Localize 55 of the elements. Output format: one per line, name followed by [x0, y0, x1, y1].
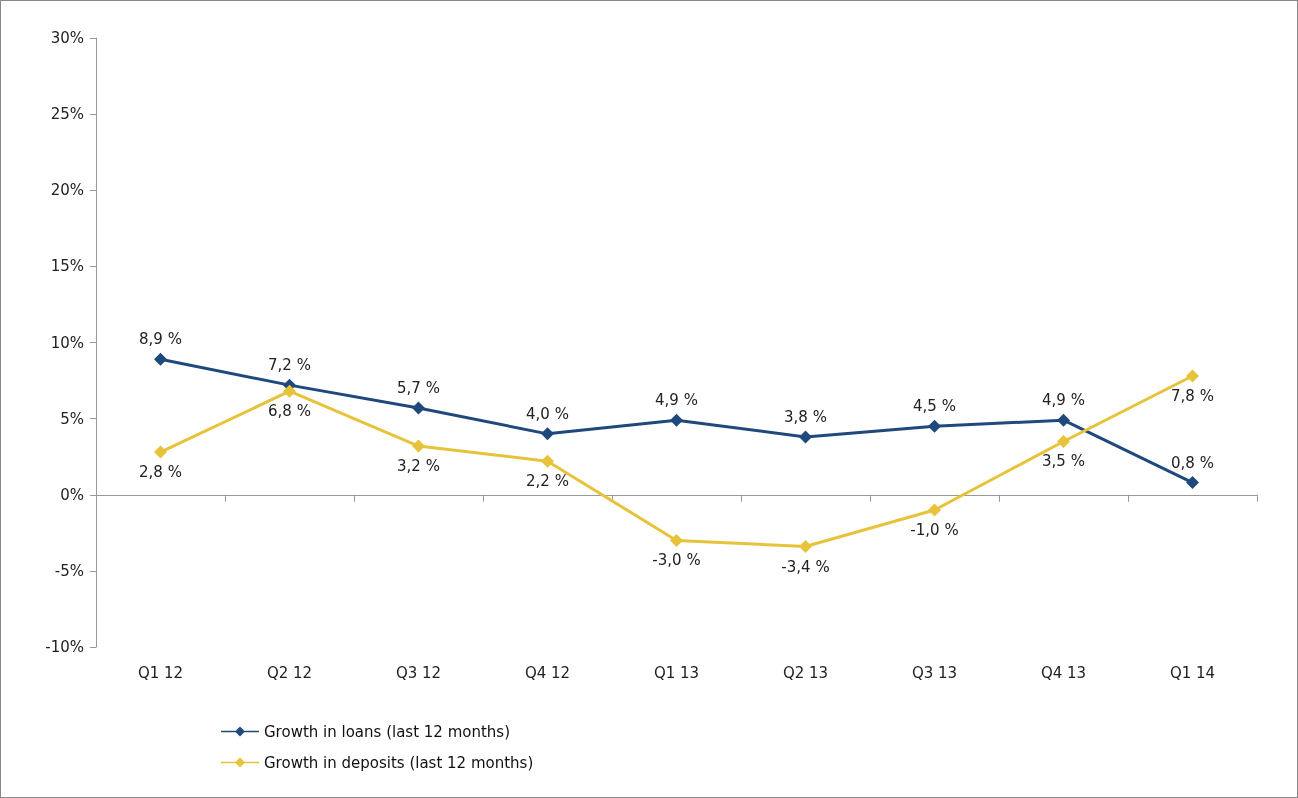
- data-label: 4,9 %: [1042, 391, 1085, 410]
- point: [670, 533, 683, 547]
- x-tick-label: Q4 12: [524, 663, 571, 682]
- data-label: 4,5 %: [913, 397, 956, 416]
- x-tick-label: Q3 12: [395, 663, 442, 682]
- x-tick-label: Q1 12: [137, 663, 184, 682]
- point: [1186, 369, 1199, 383]
- point: [928, 419, 941, 433]
- data-label: 4,9 %: [655, 391, 698, 410]
- x-tick-label: Q3 13: [911, 663, 958, 682]
- point: [412, 401, 425, 415]
- point: [541, 454, 554, 468]
- x-tick-label: Q4 13: [1040, 663, 1087, 682]
- data-label: 6,8 %: [268, 402, 311, 421]
- data-label: 3,8 %: [784, 407, 827, 426]
- y-tick-label: 30%: [50, 29, 84, 47]
- x-tick-label: Q1 13: [653, 663, 700, 682]
- y-tick-label: 5%: [60, 409, 84, 428]
- y-tick-label: -10%: [45, 638, 84, 656]
- y-tick-label: 0%: [60, 485, 84, 504]
- point: [541, 427, 554, 441]
- point: [1186, 476, 1199, 490]
- y-tick-label: 10%: [50, 333, 84, 352]
- legend-label: Growth in loans (last 12 months): [264, 722, 511, 741]
- point: [154, 352, 167, 366]
- point: [670, 413, 683, 427]
- data-label: 3,5 %: [1042, 452, 1085, 471]
- x-tick-label: Q2 13: [782, 663, 829, 682]
- y-tick-label: 15%: [50, 257, 84, 276]
- data-label: -1,0 %: [910, 520, 959, 539]
- data-label: 8,9 %: [139, 330, 182, 349]
- data-label: -3,0 %: [652, 551, 701, 570]
- point: [154, 445, 167, 459]
- data-label: 2,2 %: [526, 472, 569, 491]
- legend-label: Growth in deposits (last 12 months): [264, 753, 534, 772]
- y-tick-label: 25%: [50, 105, 84, 124]
- point: [283, 384, 296, 398]
- data-label: 4,0 %: [526, 404, 569, 423]
- point: [799, 540, 812, 554]
- point: [928, 503, 941, 517]
- x-tick-label: Q2 12: [266, 663, 313, 682]
- data-label: 7,2 %: [268, 356, 311, 375]
- x-tick-label: Q1 14: [1169, 663, 1216, 682]
- y-tick-label: 20%: [50, 181, 84, 200]
- data-label: 5,7 %: [397, 378, 440, 397]
- data-label: 3,2 %: [397, 457, 440, 476]
- data-label: 7,8 %: [1171, 386, 1214, 405]
- y-tick-label: -5%: [54, 561, 84, 580]
- point: [799, 430, 812, 444]
- data-label: 0,8 %: [1171, 453, 1214, 472]
- data-label: 2,8 %: [139, 463, 182, 482]
- data-label: -3,4 %: [781, 557, 830, 576]
- point: [1057, 434, 1070, 448]
- point: [412, 439, 425, 453]
- point: [1057, 413, 1070, 427]
